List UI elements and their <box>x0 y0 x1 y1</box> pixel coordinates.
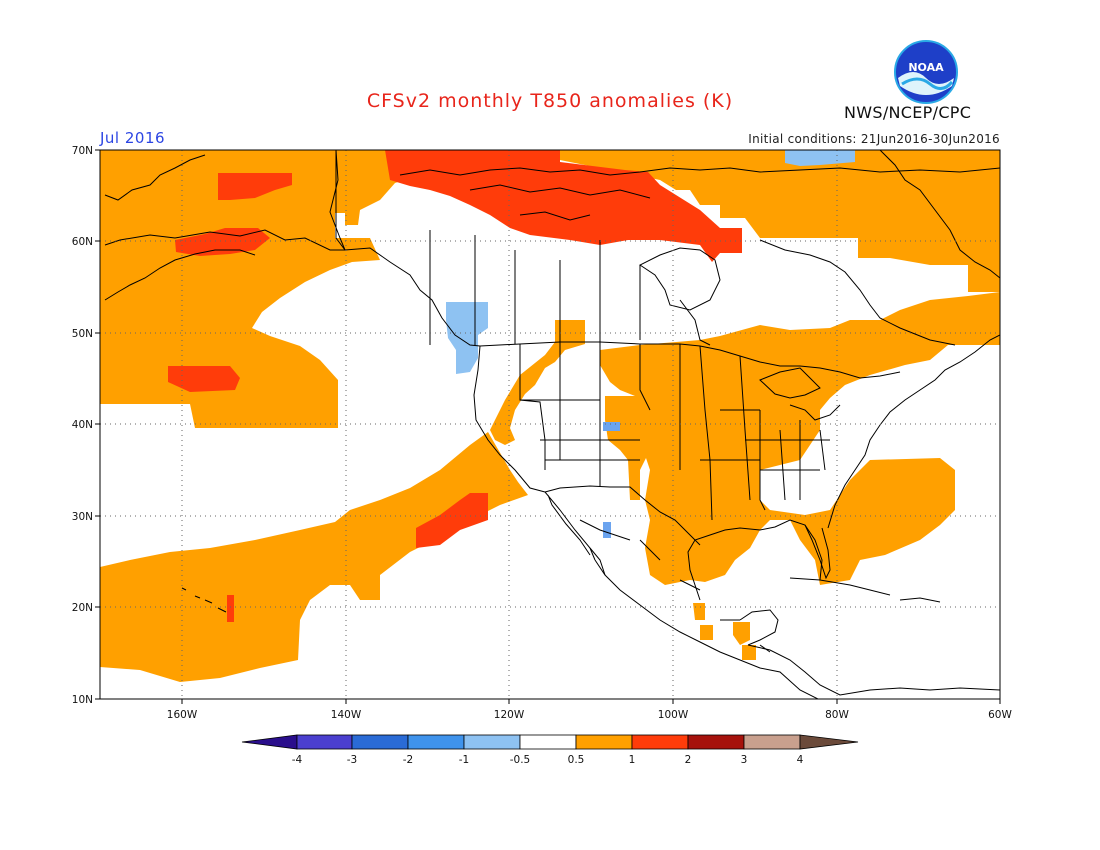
us-state-lines-east <box>679 344 830 521</box>
colorbar-label: -4 <box>292 754 303 766</box>
lat-label: 60N <box>72 236 93 248</box>
axis-ticks <box>95 149 1001 704</box>
colorbar-cell <box>631 734 689 750</box>
colorbar-cell <box>799 734 859 750</box>
colorbar-label: -3 <box>347 754 357 766</box>
colorbar-cell <box>351 734 409 750</box>
strong-warm-anomaly-hawaii <box>227 595 234 622</box>
gulf-coast <box>687 519 823 601</box>
warm-anomaly-mexico-pacific <box>100 432 528 682</box>
colorbar-cell <box>519 734 577 750</box>
yucatan <box>739 609 779 646</box>
latitude-labels: 70N 60N 50N 40N 30N 20N 10N <box>72 145 93 706</box>
colorbar-label: 0.5 <box>568 754 585 766</box>
strong-warm-anomaly-baja-offshore <box>416 493 488 548</box>
colorbar-cell <box>575 734 633 750</box>
hispaniola <box>899 597 941 603</box>
strong-warm-anomaly-arctic <box>385 150 742 262</box>
strong-warm-anomaly-north-pacific <box>168 366 240 392</box>
lon-label: 160W <box>167 709 198 721</box>
colorbar-cell <box>687 734 745 750</box>
canada-west-coast <box>344 247 481 347</box>
lon-label: 60W <box>988 709 1012 721</box>
us-mexico-border <box>544 485 701 546</box>
arctic-islands-2 <box>469 184 651 221</box>
colorbar-label: 1 <box>629 754 636 766</box>
aleutian-arc <box>104 249 256 301</box>
lat-label: 30N <box>72 511 93 523</box>
cool-anomaly-pacific-northwest <box>446 302 488 374</box>
colorbar-cell <box>296 734 353 750</box>
baja-california <box>544 491 596 561</box>
warm-anomaly-arctic-canada <box>100 150 1000 428</box>
hudson-bay <box>639 247 721 311</box>
colorbar-label: -1 <box>459 754 469 766</box>
hawaii-islands <box>181 587 227 613</box>
canada-province-lines <box>429 230 641 345</box>
colorbar-label: 3 <box>741 754 748 766</box>
map-outlines <box>104 150 1000 699</box>
warm-anomaly-central <box>605 396 690 500</box>
warm-anomaly-central-america <box>693 603 756 660</box>
lat-label: 20N <box>72 602 93 614</box>
alaska-coastline <box>104 150 346 251</box>
lat-label: 40N <box>72 419 93 431</box>
colorbar-cell <box>463 734 521 750</box>
us-state-lines-west <box>519 342 651 486</box>
strong-warm-anomaly-alaska <box>218 173 292 200</box>
colorbar-label: 4 <box>797 754 804 766</box>
labrador-coast <box>759 239 956 346</box>
cuba <box>789 577 891 596</box>
graticule <box>100 150 1000 699</box>
cool-anomaly-mexico <box>603 522 611 538</box>
hudson-bay-inner <box>679 299 711 346</box>
cool-anomaly-hudson-strait <box>785 150 855 166</box>
lon-label: 80W <box>825 709 849 721</box>
central-america-coast <box>747 644 1000 696</box>
colorbar-cell <box>743 734 801 750</box>
agency-label: NWS/NCEP/CPC <box>844 103 972 122</box>
lat-label: 10N <box>72 694 93 706</box>
east-coast <box>827 334 1000 529</box>
logo-text: NOAA <box>908 61 944 74</box>
arctic-islands <box>399 167 1000 176</box>
anomaly-fields <box>100 150 1000 682</box>
baja-gulf-coast <box>589 547 606 576</box>
colorbar-cell <box>241 734 298 750</box>
great-lakes <box>759 367 841 421</box>
lat-label: 50N <box>72 328 93 340</box>
colorbar <box>241 734 859 750</box>
colorbar-label: -2 <box>403 754 413 766</box>
longitude-labels: 160W 140W 120W 100W 80W 60W <box>167 709 1013 721</box>
florida <box>804 524 831 580</box>
lon-label: 140W <box>331 709 362 721</box>
colorbar-labels: -4 -3 -2 -1 -0.5 0.5 1 2 3 4 <box>292 754 804 766</box>
mexico-state-lines <box>579 519 771 653</box>
noaa-logo: NOAA <box>894 40 958 104</box>
warm-anomaly-rockies <box>490 320 585 445</box>
lat-label: 70N <box>72 145 93 157</box>
mexico-pacific-coast <box>594 559 820 699</box>
lon-label: 120W <box>494 709 525 721</box>
alaska-west-coast <box>104 154 206 201</box>
colorbar-label: 2 <box>685 754 692 766</box>
colorbar-cell <box>407 734 465 750</box>
alaska-canada-border <box>335 150 346 251</box>
greenland-coast <box>879 150 1000 279</box>
colorbar-label: -0.5 <box>510 754 531 766</box>
forecast-month: Jul 2016 <box>100 129 166 147</box>
initial-conditions: Initial conditions: 21Jun2016-30Jun2016 <box>748 132 1000 146</box>
map-title: CFSv2 monthly T850 anomalies (K) <box>366 90 734 112</box>
cool-anomaly-colorado <box>603 422 620 431</box>
us-west-coast <box>473 345 546 493</box>
lon-label: 100W <box>658 709 689 721</box>
